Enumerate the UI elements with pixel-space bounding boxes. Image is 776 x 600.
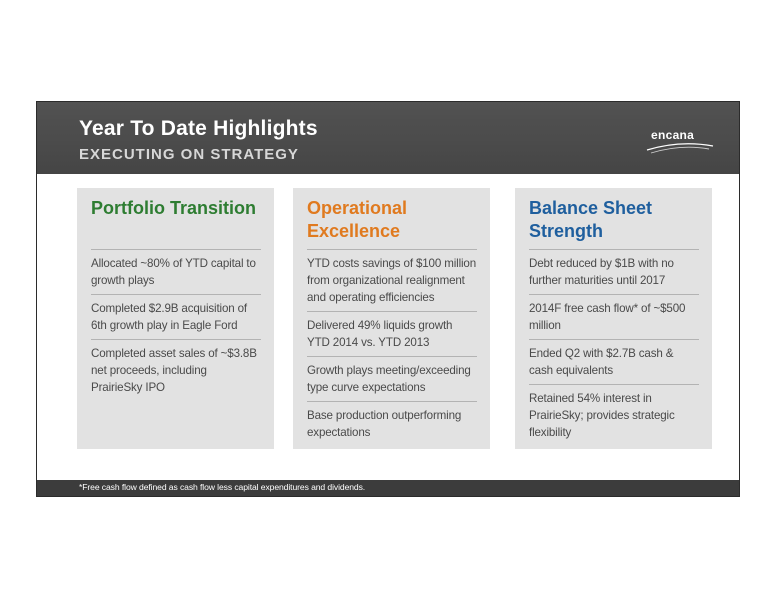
- list-item: Allocated ~80% of YTD capital to growth …: [91, 249, 261, 294]
- panel-title: Operational Excellence: [307, 198, 408, 241]
- list-item: Debt reduced by $1B with no further matu…: [529, 249, 699, 294]
- slide-footer: *Free cash flow defined as cash flow les…: [37, 480, 739, 496]
- slide-title: Year To Date Highlights: [79, 117, 318, 140]
- logo-swoosh-icon: [646, 143, 714, 154]
- panel-operational-excellence: Operational Excellence YTD costs savings…: [293, 188, 490, 449]
- encana-logo: encana: [645, 126, 715, 156]
- slide-subtitle: EXECUTING ON STRATEGY: [79, 146, 299, 163]
- list-item: Completed $2.9B acquisition of 6th growt…: [91, 294, 261, 339]
- logo-text: encana: [651, 128, 695, 142]
- panel-title: Portfolio Transition: [91, 198, 256, 218]
- list-item: Delivered 49% liquids growth YTD 2014 vs…: [307, 311, 477, 356]
- panel-title: Balance Sheet Strength: [529, 198, 653, 241]
- slide: Year To Date Highlights EXECUTING ON STR…: [36, 101, 740, 497]
- panel-portfolio-transition: Portfolio Transition Allocated ~80% of Y…: [77, 188, 274, 449]
- panel-items: Debt reduced by $1B with no further matu…: [529, 249, 699, 446]
- header-decoration: [37, 102, 739, 174]
- list-item: Base production outperforming expectatio…: [307, 401, 477, 446]
- panel-balance-sheet-strength: Balance Sheet Strength Debt reduced by $…: [515, 188, 712, 449]
- list-item: Ended Q2 with $2.7B cash & cash equivale…: [529, 339, 699, 384]
- panel-items: YTD costs savings of $100 million from o…: [307, 249, 477, 446]
- list-item: Completed asset sales of ~$3.8B net proc…: [91, 339, 261, 401]
- list-item: Growth plays meeting/exceeding type curv…: [307, 356, 477, 401]
- panel-items: Allocated ~80% of YTD capital to growth …: [91, 249, 261, 401]
- list-item: YTD costs savings of $100 million from o…: [307, 249, 477, 311]
- list-item: 2014F free cash flow* of ~$500 million: [529, 294, 699, 339]
- list-item: Retained 54% interest in PrairieSky; pro…: [529, 384, 699, 446]
- footnote: *Free cash flow defined as cash flow les…: [79, 482, 366, 492]
- slide-header: Year To Date Highlights EXECUTING ON STR…: [37, 102, 739, 174]
